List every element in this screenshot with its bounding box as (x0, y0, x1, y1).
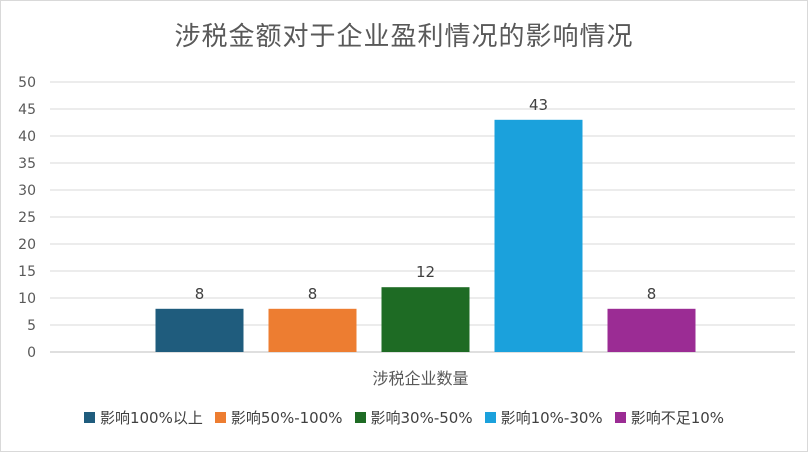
y-tick-label: 5 (27, 318, 36, 334)
legend-item-1: 影响100%以上 (83, 407, 203, 428)
y-tick-label: 10 (18, 291, 36, 307)
x-axis-label: 涉税企业数量 (372, 369, 468, 388)
legend-swatch (484, 412, 496, 423)
legend-swatch (214, 412, 226, 423)
data-label: 8 (647, 285, 657, 303)
chart-title: 涉税金额对于企业盈利情况的影响情况 (174, 22, 634, 52)
legend-swatch (354, 412, 366, 423)
bar (268, 308, 357, 352)
chart-legend: 影响100%以上 影响50%-100% 影响30%-50% 影响10%-30% … (0, 407, 808, 428)
legend-item-2: 影响50%-100% (214, 407, 343, 428)
legend-item-4: 影响10%-30% (484, 407, 603, 428)
legend-item-5: 影响不足10% (614, 407, 725, 428)
data-label: 8 (308, 285, 318, 303)
y-tick-label: 0 (27, 345, 36, 361)
y-tick-label: 50 (18, 75, 36, 91)
bar (607, 308, 696, 352)
data-label: 12 (416, 263, 435, 281)
y-tick-label: 35 (18, 156, 36, 172)
legend-label: 影响不足10% (630, 409, 725, 427)
y-tick-label: 25 (18, 210, 36, 226)
y-tick-label: 45 (18, 102, 36, 118)
y-tick-label: 15 (18, 264, 36, 280)
legend-item-3: 影响30%-50% (354, 407, 473, 428)
legend-label: 影响50%-100% (230, 409, 343, 427)
bar (381, 287, 470, 352)
legend-label: 影响30%-50% (370, 409, 473, 427)
legend-label: 影响10%-30% (500, 409, 603, 427)
legend-swatch (614, 412, 626, 423)
data-label: 8 (195, 285, 205, 303)
y-tick-label: 30 (18, 183, 36, 199)
y-tick-label: 40 (18, 129, 36, 145)
bar (494, 119, 583, 352)
legend-swatch (83, 412, 95, 423)
data-label: 43 (529, 96, 548, 114)
legend-label: 影响100%以上 (99, 409, 203, 427)
y-tick-label: 20 (18, 237, 36, 253)
bar (155, 308, 244, 352)
